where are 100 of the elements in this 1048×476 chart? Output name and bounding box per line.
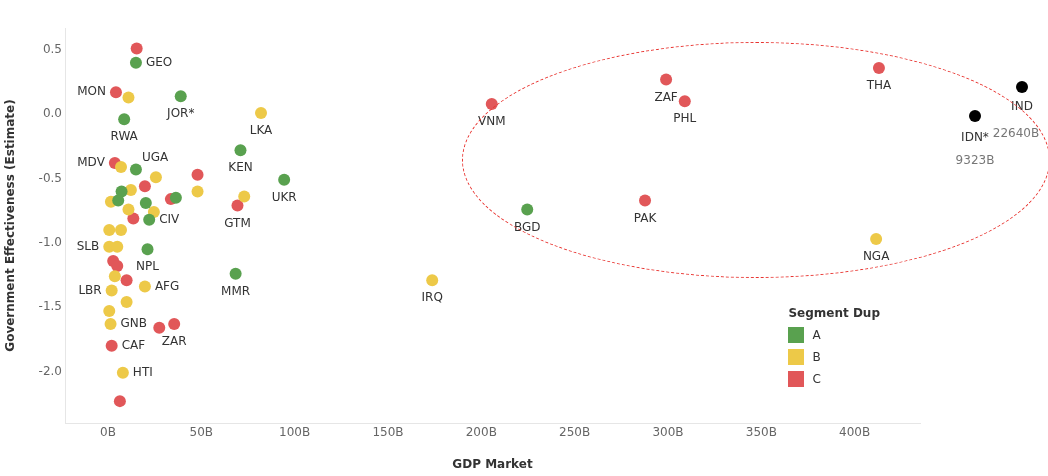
text: IND xyxy=(1011,99,1033,113)
annotation: GNB xyxy=(120,316,148,331)
x-tick-label: 350B xyxy=(745,425,777,440)
annotation: UKR xyxy=(271,189,297,204)
point xyxy=(104,317,117,330)
annotation: PHL xyxy=(673,111,697,126)
point xyxy=(191,185,204,198)
annotation: GEO xyxy=(145,54,173,69)
annotation: VNM xyxy=(477,114,506,129)
point xyxy=(122,203,135,216)
y-tick-label: 0.5 xyxy=(42,42,62,56)
point xyxy=(229,267,242,280)
point xyxy=(153,321,166,334)
point xyxy=(120,296,133,309)
point xyxy=(113,395,126,408)
point xyxy=(105,339,118,352)
legend-label: A xyxy=(812,328,821,342)
x-tick-label: 300B xyxy=(652,425,684,440)
point xyxy=(234,144,247,157)
annotation: MMR xyxy=(221,283,251,298)
point xyxy=(174,90,187,103)
x-tick-label: 0B xyxy=(100,425,116,440)
point xyxy=(124,184,137,197)
point xyxy=(139,196,152,209)
annotation: CIV xyxy=(159,211,181,226)
point xyxy=(255,106,268,119)
point xyxy=(231,199,244,212)
point xyxy=(129,56,142,69)
point xyxy=(149,171,162,184)
x-tick-label: 200B xyxy=(465,425,497,440)
y-tick-label: -2.0 xyxy=(38,363,62,378)
point xyxy=(116,366,129,379)
point xyxy=(141,243,154,256)
point xyxy=(872,61,885,74)
y-axis-title: Government Effectiveness (Estimate) xyxy=(3,99,18,352)
point xyxy=(122,91,135,104)
annotation: IRQ xyxy=(421,290,443,305)
point xyxy=(169,191,182,204)
annotation: UGA xyxy=(141,149,170,164)
point xyxy=(112,194,125,207)
point xyxy=(143,213,156,226)
point xyxy=(521,203,534,216)
point xyxy=(103,224,116,236)
point xyxy=(426,274,439,287)
annotation: JOR* xyxy=(166,106,195,121)
point xyxy=(678,95,691,108)
annotation: KEN xyxy=(228,160,253,175)
annotation: LBR xyxy=(78,282,102,297)
point xyxy=(118,113,131,126)
annotation: THA xyxy=(865,78,892,93)
point xyxy=(120,274,133,287)
point xyxy=(278,173,291,186)
annotation: SLB xyxy=(76,238,100,253)
text: 9323B xyxy=(955,153,995,167)
x-tick-label: 400B xyxy=(839,425,871,440)
annotation: BGD xyxy=(513,219,541,234)
x-tick-label: 50B xyxy=(189,425,214,440)
text: IDN* xyxy=(961,130,989,144)
annotation: AFG xyxy=(154,278,180,293)
annotation: ZAF xyxy=(654,89,678,104)
annotation: MDV xyxy=(77,155,106,170)
point xyxy=(108,270,121,283)
point xyxy=(238,190,251,203)
x-axis-title: GDP Market xyxy=(452,456,533,471)
point xyxy=(870,233,883,246)
y-tick-label: -0.5 xyxy=(38,170,62,185)
annotation: LKA xyxy=(249,123,274,138)
text: 22640B xyxy=(992,126,1040,140)
annotation: PAK xyxy=(633,210,658,225)
legend-label: B xyxy=(812,350,821,364)
legend-title: Segment Dup xyxy=(788,306,880,320)
point xyxy=(127,212,140,225)
point xyxy=(138,280,151,293)
y-tick-label: -1.0 xyxy=(38,234,62,249)
annotation: GTM xyxy=(224,215,251,230)
annotation: RWA xyxy=(110,129,139,144)
point xyxy=(105,284,118,297)
x-tick-label: 150B xyxy=(372,425,404,440)
legend-label: C xyxy=(812,372,821,386)
annotation: NGA xyxy=(862,249,891,264)
x-tick-label: 100B xyxy=(279,425,311,440)
annotation: ZAR xyxy=(161,334,187,349)
y-tick-label: 0.0 xyxy=(42,106,62,121)
point xyxy=(660,73,673,86)
point xyxy=(639,194,652,207)
point xyxy=(138,180,151,193)
y-tick-label: -1.5 xyxy=(38,299,62,314)
annotation: NPL xyxy=(136,259,160,274)
x-tick-label: 250B xyxy=(559,425,591,440)
point xyxy=(109,86,122,99)
point xyxy=(115,224,127,236)
point xyxy=(115,160,127,173)
point xyxy=(168,317,181,330)
point xyxy=(191,168,204,181)
point xyxy=(111,260,124,273)
annotation: MON xyxy=(77,84,106,99)
point xyxy=(103,305,116,318)
point xyxy=(129,163,142,176)
annotation: CAF xyxy=(121,337,146,352)
annotation: HTI xyxy=(132,364,153,379)
